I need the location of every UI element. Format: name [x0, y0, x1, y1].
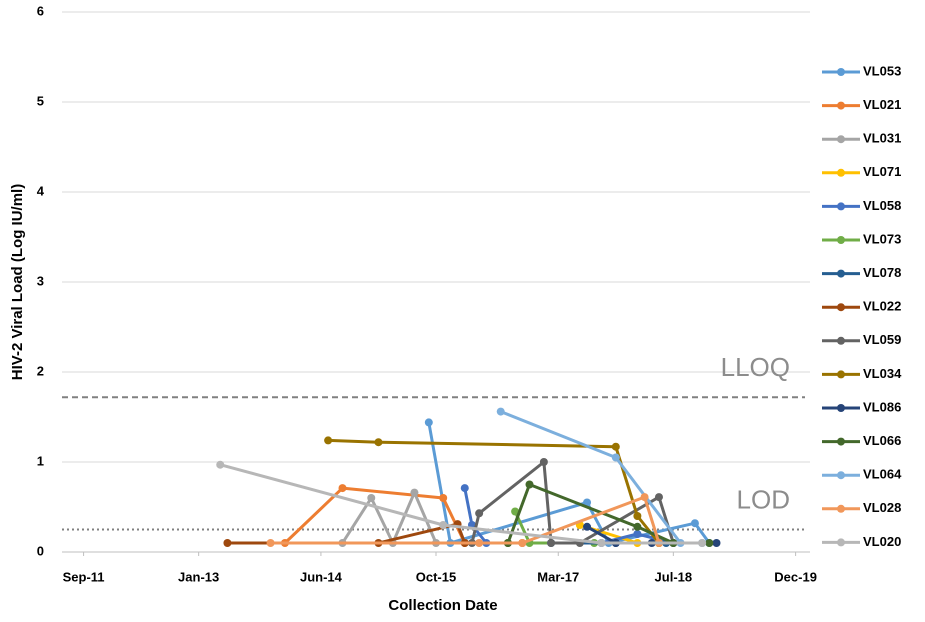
y-axis-title: HIV-2 Viral Load (Log IU/ml)	[9, 184, 26, 380]
data-point	[547, 539, 556, 547]
y-tick-label: 2	[37, 363, 44, 378]
data-point	[640, 493, 649, 502]
reference-label: LLOQ	[721, 352, 790, 382]
data-point	[475, 539, 484, 547]
y-tick-label: 5	[37, 93, 44, 108]
legend-marker	[837, 68, 845, 76]
data-point	[611, 442, 620, 451]
legend-marker	[837, 504, 845, 513]
data-point	[410, 488, 419, 497]
x-tick-label: Jun-14	[300, 569, 343, 584]
legend-label: VL059	[863, 332, 901, 347]
legend-label: VL034	[863, 366, 902, 381]
data-point	[654, 493, 663, 502]
x-tick-label: Mar-17	[537, 569, 579, 584]
data-point	[539, 458, 548, 466]
y-tick-label: 4	[37, 183, 45, 198]
data-point	[705, 539, 714, 547]
legend-label: VL021	[863, 97, 901, 112]
data-point	[439, 494, 448, 502]
x-tick-label: Oct-15	[416, 569, 456, 584]
legend-marker	[837, 303, 845, 312]
data-point	[367, 494, 376, 502]
data-point	[518, 539, 527, 547]
legend-marker	[837, 135, 845, 144]
data-point	[633, 512, 642, 520]
data-point	[223, 539, 232, 547]
data-point	[597, 539, 606, 547]
legend-label: VL053	[863, 63, 901, 78]
data-point	[712, 539, 721, 547]
series-line	[500, 410, 703, 545]
data-point	[511, 507, 520, 516]
x-tick-label: Dec-19	[774, 569, 817, 584]
x-axis-title: Collection Date	[388, 597, 497, 614]
series-line	[427, 422, 711, 545]
y-tick-label: 0	[37, 543, 44, 558]
data-point	[475, 509, 484, 518]
data-point	[496, 407, 505, 416]
data-point	[633, 530, 642, 538]
y-tick-label: 6	[37, 3, 44, 18]
data-point	[633, 522, 642, 531]
data-point	[525, 480, 534, 489]
y-tick-label: 3	[37, 273, 44, 288]
x-tick-label: Sep-11	[63, 569, 105, 584]
data-point	[324, 436, 333, 445]
series-line	[219, 463, 703, 545]
legend-marker	[837, 269, 845, 278]
legend-label: VL028	[863, 500, 901, 515]
data-point	[583, 498, 592, 507]
legend-label: VL066	[863, 433, 901, 448]
x-tick-label: Jul-18	[655, 569, 693, 584]
legend-label: VL078	[863, 265, 901, 280]
legend-marker	[837, 202, 845, 211]
y-tick-label: 1	[37, 453, 44, 468]
data-point	[690, 519, 699, 528]
data-point	[460, 484, 469, 493]
data-point	[374, 438, 383, 447]
legend-label: VL064	[863, 467, 902, 482]
data-point	[698, 539, 707, 547]
legend-label: VL020	[863, 534, 901, 549]
legend-marker	[837, 404, 845, 412]
data-point	[583, 522, 592, 531]
legend-label: VL031	[863, 131, 901, 146]
data-point	[424, 418, 433, 427]
legend-marker	[837, 101, 845, 110]
legend-marker	[837, 168, 845, 177]
x-tick-label: Jan-13	[178, 569, 219, 584]
reference-label: LOD	[737, 484, 790, 514]
legend-marker	[837, 471, 845, 480]
data-point	[266, 539, 275, 547]
legend-label: VL086	[863, 399, 901, 414]
legend-label: VL058	[863, 198, 901, 213]
legend-marker	[837, 236, 845, 244]
data-point	[216, 460, 225, 469]
legend-label: VL071	[863, 164, 901, 179]
legend-marker	[837, 437, 845, 446]
legend-marker	[837, 538, 845, 547]
data-point	[611, 453, 620, 462]
legend-marker	[837, 370, 845, 379]
legend-label: VL022	[863, 299, 901, 314]
legend-label: VL073	[863, 231, 901, 246]
legend-marker	[837, 336, 845, 345]
data-point	[439, 521, 448, 529]
data-point	[338, 484, 347, 493]
